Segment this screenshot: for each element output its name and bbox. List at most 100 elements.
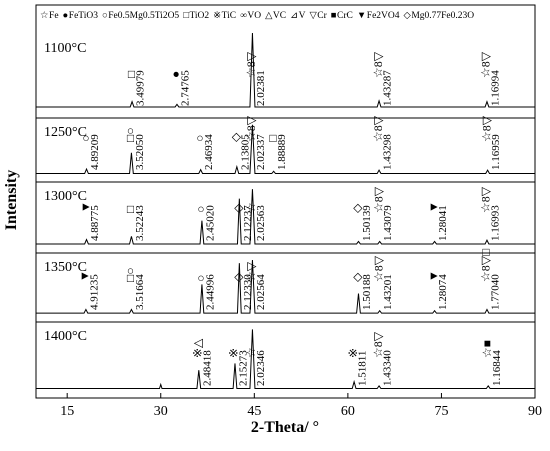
x-tick-label: 45 (247, 404, 261, 419)
peak-d-spacing: 1.43298 (382, 134, 394, 170)
legend-label: TiC (222, 11, 236, 21)
x-tick-label: 90 (528, 404, 542, 419)
peak-d-spacing: 3.52243 (134, 205, 146, 241)
peak-symbols: ※△ (191, 338, 205, 358)
legend-label: Mg0.77Fe0.23O (411, 11, 474, 21)
legend-symbol: ● (63, 11, 69, 21)
peak-symbols: ○ (194, 206, 208, 213)
xrd-pattern (36, 33, 535, 108)
peak-symbols: ◇ (229, 132, 243, 142)
peak-symbols: ☆8▽ (479, 115, 493, 142)
peak-symbols: ○ (78, 135, 92, 142)
peak-symbols: ☆ (244, 347, 258, 358)
peak-d-spacing: 1.28041 (437, 205, 449, 241)
peak-symbols: ※ (346, 348, 360, 358)
x-axis-label: 2-Theta/ ° (251, 419, 319, 436)
peak-d-spacing: 2.13805 (239, 134, 251, 170)
peak-d-spacing: 2.02381 (255, 70, 267, 106)
peak-symbols: ☆▽ (244, 261, 258, 282)
peak-d-spacing: 1.16959 (490, 134, 502, 170)
peak-d-spacing: 1.50188 (361, 274, 373, 310)
peak-d-spacing: 3.49979 (135, 70, 147, 106)
peak-symbols: ◇ (350, 203, 364, 213)
legend-symbol: □ (183, 11, 189, 21)
peak-symbols: ☆8▽ (371, 186, 385, 213)
peak-d-spacing: 4.89209 (89, 134, 101, 170)
peak-symbols: □ (123, 206, 137, 213)
peak-symbols: ☆8▽ (371, 51, 385, 78)
legend-symbol: △ (265, 11, 273, 21)
legend-label: Fe2VO4 (367, 11, 400, 21)
legend-label: TiO2 (189, 11, 209, 21)
peak-d-spacing: 1.50139 (361, 205, 373, 241)
peak-symbols: ☆8▽ (371, 115, 385, 142)
peak-symbols: ○ (192, 135, 206, 142)
legend-label: VC (273, 11, 286, 21)
peak-d-spacing: 1.43287 (382, 70, 394, 106)
plot-frame (35, 4, 536, 399)
peak-d-spacing: 2.02337 (255, 134, 267, 170)
peak-symbols: ☆8▽ (479, 51, 493, 78)
peak-symbols: ○ (194, 275, 208, 282)
legend-symbol: ※ (213, 11, 221, 21)
legend-symbol: ☆ (40, 10, 49, 21)
peak-d-spacing: 2.12330 (242, 274, 254, 310)
peak-symbols: □ (265, 135, 279, 142)
xrd-pattern (36, 189, 535, 245)
peak-d-spacing: 1.77040 (490, 274, 502, 310)
peak-symbols: ◇ (231, 272, 245, 282)
peak-d-spacing: 1.28074 (437, 274, 449, 310)
legend-label: V (299, 11, 306, 21)
legend-symbol: ○ (102, 11, 108, 21)
xrd-pattern (36, 260, 535, 314)
x-tick-label: 30 (154, 404, 168, 419)
peak-symbols: ☆8▽ (479, 186, 493, 213)
peak-d-spacing: 1.88889 (276, 134, 288, 170)
legend-symbol: ■ (331, 11, 337, 21)
peak-symbols: ☆ (244, 202, 258, 213)
legend-symbol: ▽ (309, 11, 317, 21)
panel-label: 1100°C (44, 41, 86, 56)
peak-d-spacing: 2.12237 (242, 205, 254, 241)
peak-symbols: ☆■ (480, 340, 494, 358)
legend-label: Fe0.5Mg0.5Ti2O5 (108, 11, 179, 21)
peak-d-spacing: 1.51811 (357, 351, 369, 386)
peak-symbols: □ (124, 71, 138, 78)
legend-label: CrC (337, 11, 353, 21)
peak-symbols: ▼ (78, 201, 92, 213)
peak-symbols: ◇ (350, 272, 364, 282)
peak-symbols: ▼ (78, 270, 92, 282)
peak-d-spacing: 3.52050 (134, 134, 146, 170)
peak-symbols: ☆8▽ (244, 51, 258, 78)
peak-d-spacing: 2.44996 (204, 274, 216, 310)
peak-d-spacing: 1.43340 (382, 350, 394, 386)
y-axis-label: Intensity (3, 170, 20, 230)
xrd-pattern (36, 124, 535, 175)
peak-symbols: ◇ (231, 203, 245, 213)
peak-symbols: ▼ (426, 201, 440, 213)
peak-d-spacing: 4.91235 (88, 274, 100, 310)
peak-symbols: ☆8▽ (371, 331, 385, 358)
legend-symbol: ∞ (240, 11, 247, 21)
peak-symbols: ☆8▽ (244, 115, 258, 142)
panel-label: 1300°C (44, 189, 87, 204)
legend-symbol: ◇ (404, 11, 412, 21)
peak-symbols: ☆8▽□ (479, 249, 493, 282)
peak-d-spacing: 2.15273 (238, 350, 250, 386)
legend-symbol: ▼ (357, 11, 366, 21)
peak-d-spacing: 2.48418 (201, 350, 213, 386)
legend-label: FeTiO3 (69, 11, 98, 21)
legend-symbol: ⊿ (290, 11, 298, 21)
peak-symbols: □○ (123, 128, 137, 143)
legend-label: VO (247, 11, 261, 21)
peak-d-spacing: 4.88775 (89, 205, 101, 241)
xrd-pattern (36, 329, 535, 390)
peak-d-spacing: 2.46934 (203, 134, 215, 170)
peak-symbols: □○ (123, 268, 137, 283)
legend-label: Cr (317, 11, 327, 21)
peak-d-spacing: 3.51664 (134, 274, 146, 310)
panel-label: 1250°C (44, 125, 87, 140)
peak-symbols: ※ (227, 348, 241, 358)
peak-d-spacing: 1.16844 (491, 350, 503, 386)
peak-d-spacing: 1.16993 (490, 205, 502, 241)
